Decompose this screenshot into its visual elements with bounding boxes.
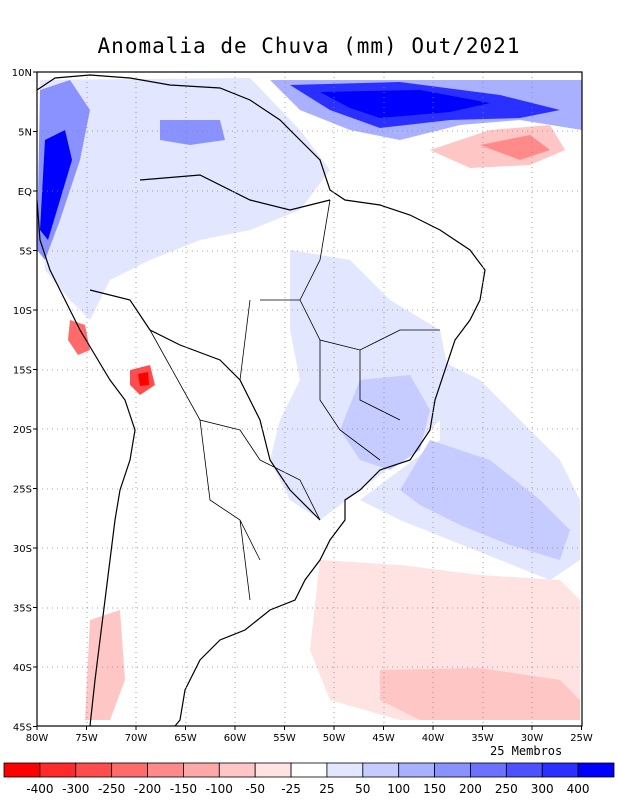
colorbar-box <box>577 762 615 778</box>
lon-tick-label: 65W <box>174 733 197 744</box>
colorbar-label: 25 <box>319 782 334 796</box>
colorbar: -400 -300 -250 -200 -150 -100 -50 -25 25 50 100 150… <box>3 762 615 796</box>
anomaly-blue-north-coast <box>160 120 225 145</box>
colorbar-box <box>326 762 364 778</box>
lon-tick-label: 25W <box>570 733 593 744</box>
lat-tick-label: 15S <box>13 366 32 377</box>
colorbar-box <box>470 762 507 778</box>
lon-tick-label: 80W <box>26 733 49 744</box>
anomaly-red-atlantic-north <box>480 135 550 160</box>
lon-tick-label: 70W <box>125 733 148 744</box>
colorbar-label: -100 <box>206 782 233 796</box>
pacific-coastline <box>36 199 136 727</box>
colorbar-label: -250 <box>98 782 125 796</box>
precipitation-anomaly-map: 80W 75W 70W 65W 60W 55W 50W 45W 40W 35W 30W 25W 10N… <box>12 68 593 744</box>
colorbar-label: -50 <box>245 782 265 796</box>
colorbar-label: 300 <box>531 782 554 796</box>
lat-tick-label: 5S <box>19 247 32 258</box>
colorbar-label: -200 <box>134 782 161 796</box>
lat-tick-label: 20S <box>13 425 32 436</box>
colorbar-box <box>290 762 328 778</box>
colorbar-label: 50 <box>355 782 370 796</box>
south-america-coastline <box>36 74 486 727</box>
anomaly-max-blue-tropical-atlantic <box>320 90 490 118</box>
colorbar-label: -400 <box>26 782 53 796</box>
anomaly-red-peru-coast <box>68 320 90 355</box>
colorbar-box <box>3 762 41 778</box>
colorbar-label: 100 <box>387 782 410 796</box>
lon-tick-label: 60W <box>224 733 247 744</box>
anomaly-max-blue-andes <box>40 130 72 240</box>
lat-tick-label: 25S <box>13 485 32 496</box>
lon-tick-label: 75W <box>75 733 98 744</box>
colorbar-label: 250 <box>495 782 518 796</box>
lat-tick-label: 30S <box>13 544 32 555</box>
anomaly-light-red-patagonia <box>85 610 125 720</box>
lon-tick-label: 40W <box>422 733 445 744</box>
colorbar-label: -150 <box>170 782 197 796</box>
longitude-labels: 80W 75W 70W 65W 60W 55W 50W 45W 40W 35W 30W 25W <box>26 726 593 744</box>
colorbar-label: 400 <box>567 782 590 796</box>
anomaly-field <box>37 78 582 720</box>
lat-tick-label: 40S <box>13 663 32 674</box>
colorbar-label: 150 <box>423 782 446 796</box>
colorbar-box <box>362 762 400 778</box>
colorbar-box <box>183 762 220 778</box>
brazil-border <box>89 174 331 521</box>
colorbar-label: -300 <box>62 782 89 796</box>
anomaly-red-south-atlantic <box>380 668 580 720</box>
lat-lon-grid <box>37 72 582 726</box>
anomaly-light-blue-north <box>40 78 330 320</box>
colorbar-box <box>541 762 579 778</box>
anomaly-blue-southeast <box>340 375 430 470</box>
colorbar-box <box>39 762 77 778</box>
map-frame <box>36 71 583 727</box>
lon-tick-label: 50W <box>323 733 346 744</box>
lat-tick-label: 35S <box>13 604 32 615</box>
map-title: Anomalia de Chuva (mm) Out/2021 <box>97 34 521 58</box>
lon-tick-label: 55W <box>273 733 296 744</box>
lon-tick-label: 30W <box>521 733 544 744</box>
lat-tick-label: 5N <box>18 128 32 139</box>
colorbar-label: 200 <box>459 782 482 796</box>
colorbar-labels: -400 -300 -250 -200 -150 -100 -50 -25 25 50 100 150… <box>26 782 589 796</box>
lat-tick-label: 10N <box>12 68 32 79</box>
colorbar-box <box>505 762 543 778</box>
lon-tick-label: 35W <box>471 733 494 744</box>
anomaly-blue-atlantic <box>400 440 570 560</box>
colorbar-box <box>434 762 471 778</box>
internal-borders <box>149 199 440 601</box>
lat-tick-label: 10S <box>13 306 32 317</box>
colorbar-box <box>111 762 148 778</box>
colorbar-boxes <box>3 762 615 778</box>
members-label: 25 Membros <box>490 744 563 758</box>
lat-tick-label: EQ <box>18 187 32 198</box>
colorbar-box <box>254 762 292 778</box>
colorbar-box <box>218 762 256 778</box>
colorbar-box <box>75 762 113 778</box>
coastlines-and-borders <box>36 74 486 727</box>
colorbar-label: -25 <box>281 782 301 796</box>
colorbar-box <box>398 762 435 778</box>
lat-tick-label: 45S <box>13 723 32 734</box>
lon-tick-label: 45W <box>372 733 395 744</box>
latitude-labels: 10N 5N EQ 5S 10S 15S 20S 25S 30S 35S 40S 45S <box>12 68 37 734</box>
colorbar-box <box>147 762 184 778</box>
anomaly-max-red-andes-bolivia <box>138 372 149 386</box>
